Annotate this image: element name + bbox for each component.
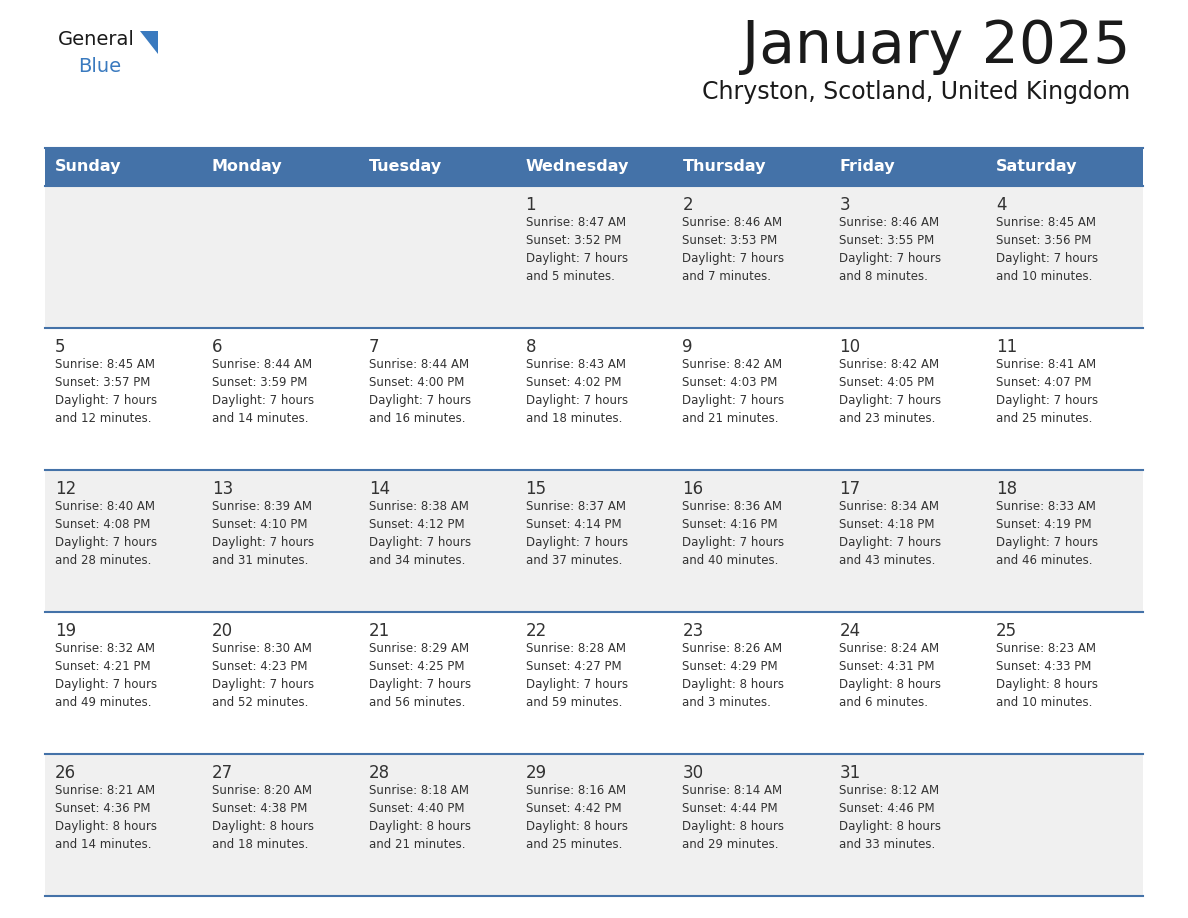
Text: 4: 4 [997, 196, 1006, 214]
Text: Monday: Monday [211, 160, 283, 174]
Text: Sunrise: 8:33 AM
Sunset: 4:19 PM
Daylight: 7 hours
and 46 minutes.: Sunrise: 8:33 AM Sunset: 4:19 PM Dayligh… [997, 500, 1098, 567]
Text: 19: 19 [55, 622, 76, 640]
Text: 23: 23 [682, 622, 703, 640]
Text: 27: 27 [211, 764, 233, 782]
Text: Sunrise: 8:42 AM
Sunset: 4:03 PM
Daylight: 7 hours
and 21 minutes.: Sunrise: 8:42 AM Sunset: 4:03 PM Dayligh… [682, 358, 784, 425]
Text: Friday: Friday [839, 160, 895, 174]
Text: 7: 7 [368, 338, 379, 356]
Text: 29: 29 [525, 764, 546, 782]
Text: 31: 31 [839, 764, 860, 782]
Text: Blue: Blue [78, 57, 121, 76]
Text: Sunrise: 8:36 AM
Sunset: 4:16 PM
Daylight: 7 hours
and 40 minutes.: Sunrise: 8:36 AM Sunset: 4:16 PM Dayligh… [682, 500, 784, 567]
Text: Sunrise: 8:37 AM
Sunset: 4:14 PM
Daylight: 7 hours
and 37 minutes.: Sunrise: 8:37 AM Sunset: 4:14 PM Dayligh… [525, 500, 627, 567]
Bar [45, 186, 1143, 328]
Text: Sunrise: 8:21 AM
Sunset: 4:36 PM
Daylight: 8 hours
and 14 minutes.: Sunrise: 8:21 AM Sunset: 4:36 PM Dayligh… [55, 784, 157, 851]
Polygon shape [140, 31, 158, 54]
Text: 24: 24 [839, 622, 860, 640]
Text: 22: 22 [525, 622, 546, 640]
Text: Sunrise: 8:40 AM
Sunset: 4:08 PM
Daylight: 7 hours
and 28 minutes.: Sunrise: 8:40 AM Sunset: 4:08 PM Dayligh… [55, 500, 157, 567]
Text: General: General [58, 30, 135, 49]
Text: 8: 8 [525, 338, 536, 356]
Text: Sunrise: 8:41 AM
Sunset: 4:07 PM
Daylight: 7 hours
and 25 minutes.: Sunrise: 8:41 AM Sunset: 4:07 PM Dayligh… [997, 358, 1098, 425]
Text: Wednesday: Wednesday [525, 160, 628, 174]
Bar [45, 148, 1143, 186]
Text: Sunrise: 8:23 AM
Sunset: 4:33 PM
Daylight: 8 hours
and 10 minutes.: Sunrise: 8:23 AM Sunset: 4:33 PM Dayligh… [997, 642, 1098, 709]
Text: 5: 5 [55, 338, 65, 356]
Text: 30: 30 [682, 764, 703, 782]
Text: 21: 21 [368, 622, 390, 640]
Text: 16: 16 [682, 480, 703, 498]
Text: 20: 20 [211, 622, 233, 640]
Text: 10: 10 [839, 338, 860, 356]
Text: Sunrise: 8:47 AM
Sunset: 3:52 PM
Daylight: 7 hours
and 5 minutes.: Sunrise: 8:47 AM Sunset: 3:52 PM Dayligh… [525, 216, 627, 283]
Text: 1: 1 [525, 196, 536, 214]
Text: 13: 13 [211, 480, 233, 498]
Text: Sunrise: 8:32 AM
Sunset: 4:21 PM
Daylight: 7 hours
and 49 minutes.: Sunrise: 8:32 AM Sunset: 4:21 PM Dayligh… [55, 642, 157, 709]
Bar [45, 470, 1143, 612]
Text: Sunrise: 8:45 AM
Sunset: 3:56 PM
Daylight: 7 hours
and 10 minutes.: Sunrise: 8:45 AM Sunset: 3:56 PM Dayligh… [997, 216, 1098, 283]
Text: 18: 18 [997, 480, 1017, 498]
Bar [45, 328, 1143, 470]
Text: Thursday: Thursday [682, 160, 766, 174]
Text: 6: 6 [211, 338, 222, 356]
Text: 26: 26 [55, 764, 76, 782]
Text: Sunrise: 8:24 AM
Sunset: 4:31 PM
Daylight: 8 hours
and 6 minutes.: Sunrise: 8:24 AM Sunset: 4:31 PM Dayligh… [839, 642, 941, 709]
Text: Sunrise: 8:46 AM
Sunset: 3:53 PM
Daylight: 7 hours
and 7 minutes.: Sunrise: 8:46 AM Sunset: 3:53 PM Dayligh… [682, 216, 784, 283]
Text: Sunrise: 8:39 AM
Sunset: 4:10 PM
Daylight: 7 hours
and 31 minutes.: Sunrise: 8:39 AM Sunset: 4:10 PM Dayligh… [211, 500, 314, 567]
Text: Sunrise: 8:14 AM
Sunset: 4:44 PM
Daylight: 8 hours
and 29 minutes.: Sunrise: 8:14 AM Sunset: 4:44 PM Dayligh… [682, 784, 784, 851]
Text: 3: 3 [839, 196, 849, 214]
Text: Sunrise: 8:44 AM
Sunset: 3:59 PM
Daylight: 7 hours
and 14 minutes.: Sunrise: 8:44 AM Sunset: 3:59 PM Dayligh… [211, 358, 314, 425]
Text: Chryston, Scotland, United Kingdom: Chryston, Scotland, United Kingdom [702, 80, 1130, 104]
Text: Tuesday: Tuesday [368, 160, 442, 174]
Text: Sunrise: 8:42 AM
Sunset: 4:05 PM
Daylight: 7 hours
and 23 minutes.: Sunrise: 8:42 AM Sunset: 4:05 PM Dayligh… [839, 358, 941, 425]
Text: Saturday: Saturday [997, 160, 1078, 174]
Text: Sunrise: 8:20 AM
Sunset: 4:38 PM
Daylight: 8 hours
and 18 minutes.: Sunrise: 8:20 AM Sunset: 4:38 PM Dayligh… [211, 784, 314, 851]
Text: 17: 17 [839, 480, 860, 498]
Text: Sunrise: 8:26 AM
Sunset: 4:29 PM
Daylight: 8 hours
and 3 minutes.: Sunrise: 8:26 AM Sunset: 4:29 PM Dayligh… [682, 642, 784, 709]
Text: 28: 28 [368, 764, 390, 782]
Text: Sunrise: 8:45 AM
Sunset: 3:57 PM
Daylight: 7 hours
and 12 minutes.: Sunrise: 8:45 AM Sunset: 3:57 PM Dayligh… [55, 358, 157, 425]
Text: Sunrise: 8:30 AM
Sunset: 4:23 PM
Daylight: 7 hours
and 52 minutes.: Sunrise: 8:30 AM Sunset: 4:23 PM Dayligh… [211, 642, 314, 709]
Text: Sunrise: 8:12 AM
Sunset: 4:46 PM
Daylight: 8 hours
and 33 minutes.: Sunrise: 8:12 AM Sunset: 4:46 PM Dayligh… [839, 784, 941, 851]
Text: January 2025: January 2025 [741, 18, 1130, 75]
Text: Sunrise: 8:29 AM
Sunset: 4:25 PM
Daylight: 7 hours
and 56 minutes.: Sunrise: 8:29 AM Sunset: 4:25 PM Dayligh… [368, 642, 470, 709]
Text: Sunrise: 8:38 AM
Sunset: 4:12 PM
Daylight: 7 hours
and 34 minutes.: Sunrise: 8:38 AM Sunset: 4:12 PM Dayligh… [368, 500, 470, 567]
Text: 9: 9 [682, 338, 693, 356]
Bar [45, 754, 1143, 896]
Text: 2: 2 [682, 196, 693, 214]
Text: 15: 15 [525, 480, 546, 498]
Text: 14: 14 [368, 480, 390, 498]
Text: Sunrise: 8:28 AM
Sunset: 4:27 PM
Daylight: 7 hours
and 59 minutes.: Sunrise: 8:28 AM Sunset: 4:27 PM Dayligh… [525, 642, 627, 709]
Text: Sunrise: 8:34 AM
Sunset: 4:18 PM
Daylight: 7 hours
and 43 minutes.: Sunrise: 8:34 AM Sunset: 4:18 PM Dayligh… [839, 500, 941, 567]
Text: Sunrise: 8:44 AM
Sunset: 4:00 PM
Daylight: 7 hours
and 16 minutes.: Sunrise: 8:44 AM Sunset: 4:00 PM Dayligh… [368, 358, 470, 425]
Bar [45, 612, 1143, 754]
Text: 12: 12 [55, 480, 76, 498]
Text: Sunday: Sunday [55, 160, 121, 174]
Text: Sunrise: 8:46 AM
Sunset: 3:55 PM
Daylight: 7 hours
and 8 minutes.: Sunrise: 8:46 AM Sunset: 3:55 PM Dayligh… [839, 216, 941, 283]
Text: Sunrise: 8:16 AM
Sunset: 4:42 PM
Daylight: 8 hours
and 25 minutes.: Sunrise: 8:16 AM Sunset: 4:42 PM Dayligh… [525, 784, 627, 851]
Text: Sunrise: 8:18 AM
Sunset: 4:40 PM
Daylight: 8 hours
and 21 minutes.: Sunrise: 8:18 AM Sunset: 4:40 PM Dayligh… [368, 784, 470, 851]
Text: 11: 11 [997, 338, 1017, 356]
Text: Sunrise: 8:43 AM
Sunset: 4:02 PM
Daylight: 7 hours
and 18 minutes.: Sunrise: 8:43 AM Sunset: 4:02 PM Dayligh… [525, 358, 627, 425]
Text: 25: 25 [997, 622, 1017, 640]
